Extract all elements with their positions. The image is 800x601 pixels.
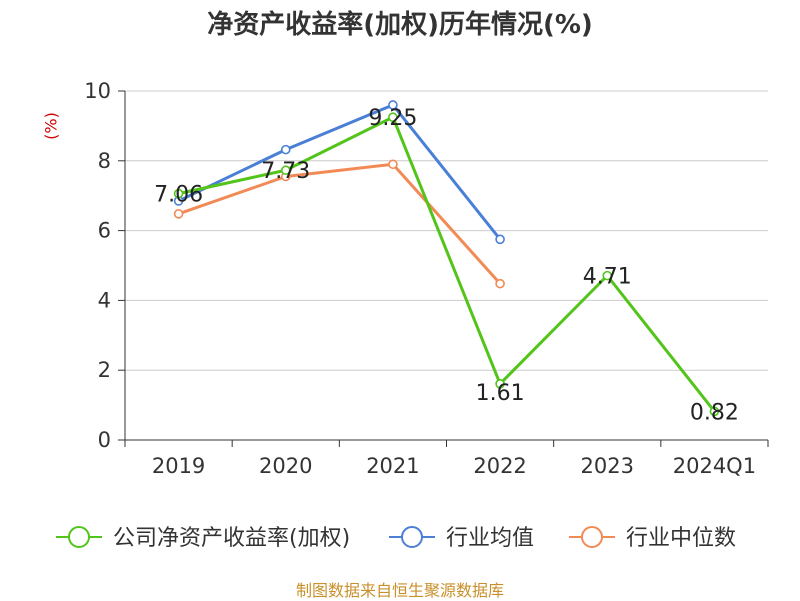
y-tick-label: 8 bbox=[98, 149, 111, 173]
data-label: 7.06 bbox=[154, 183, 203, 208]
data-point bbox=[173, 188, 184, 199]
series-line bbox=[177, 103, 502, 241]
chart-title: 净资产收益率(加权)历年情况(%) bbox=[207, 10, 593, 40]
legend-label: 行业中位数 bbox=[626, 526, 736, 551]
x-tick-label: 2021 bbox=[366, 454, 419, 478]
y-tick-label: 6 bbox=[98, 219, 111, 243]
data-label: 7.73 bbox=[261, 159, 310, 184]
y-tick-label: 0 bbox=[98, 428, 111, 452]
legend-label: 公司净资产收益率(加权) bbox=[113, 526, 350, 551]
x-tick-label: 2022 bbox=[473, 454, 526, 478]
data-point bbox=[495, 379, 505, 389]
data-point bbox=[280, 165, 291, 176]
data-label: 0.82 bbox=[690, 400, 739, 425]
y-tick-label: 10 bbox=[84, 79, 111, 103]
data-point bbox=[495, 234, 505, 245]
source-footer: 制图数据来自恒生聚源数据库 bbox=[295, 581, 504, 600]
data-point bbox=[388, 159, 398, 170]
x-tick-label: 2019 bbox=[152, 454, 205, 478]
legend-swatch-marker bbox=[581, 526, 603, 548]
series-line bbox=[178, 115, 716, 413]
y-tick-label: 4 bbox=[98, 288, 111, 312]
data-label: 9.25 bbox=[368, 106, 417, 131]
legend-swatch-marker bbox=[401, 526, 423, 548]
x-tick-label: 2020 bbox=[259, 454, 312, 478]
data-point bbox=[173, 209, 184, 219]
y-tick-label: 2 bbox=[98, 358, 111, 382]
x-tick-label: 2024Q1 bbox=[673, 454, 756, 478]
data-point bbox=[602, 270, 613, 281]
x-tick-label: 2023 bbox=[581, 454, 634, 478]
data-point bbox=[280, 144, 291, 155]
data-label: 1.61 bbox=[476, 381, 525, 406]
data-point bbox=[495, 278, 505, 289]
data-label: 4.71 bbox=[583, 265, 632, 290]
series-line bbox=[178, 162, 502, 285]
data-point bbox=[388, 112, 398, 122]
data-point bbox=[388, 100, 398, 110]
legend-swatch-marker bbox=[68, 526, 90, 548]
legend-label: 行业均值 bbox=[446, 526, 534, 551]
data-point bbox=[709, 406, 720, 417]
